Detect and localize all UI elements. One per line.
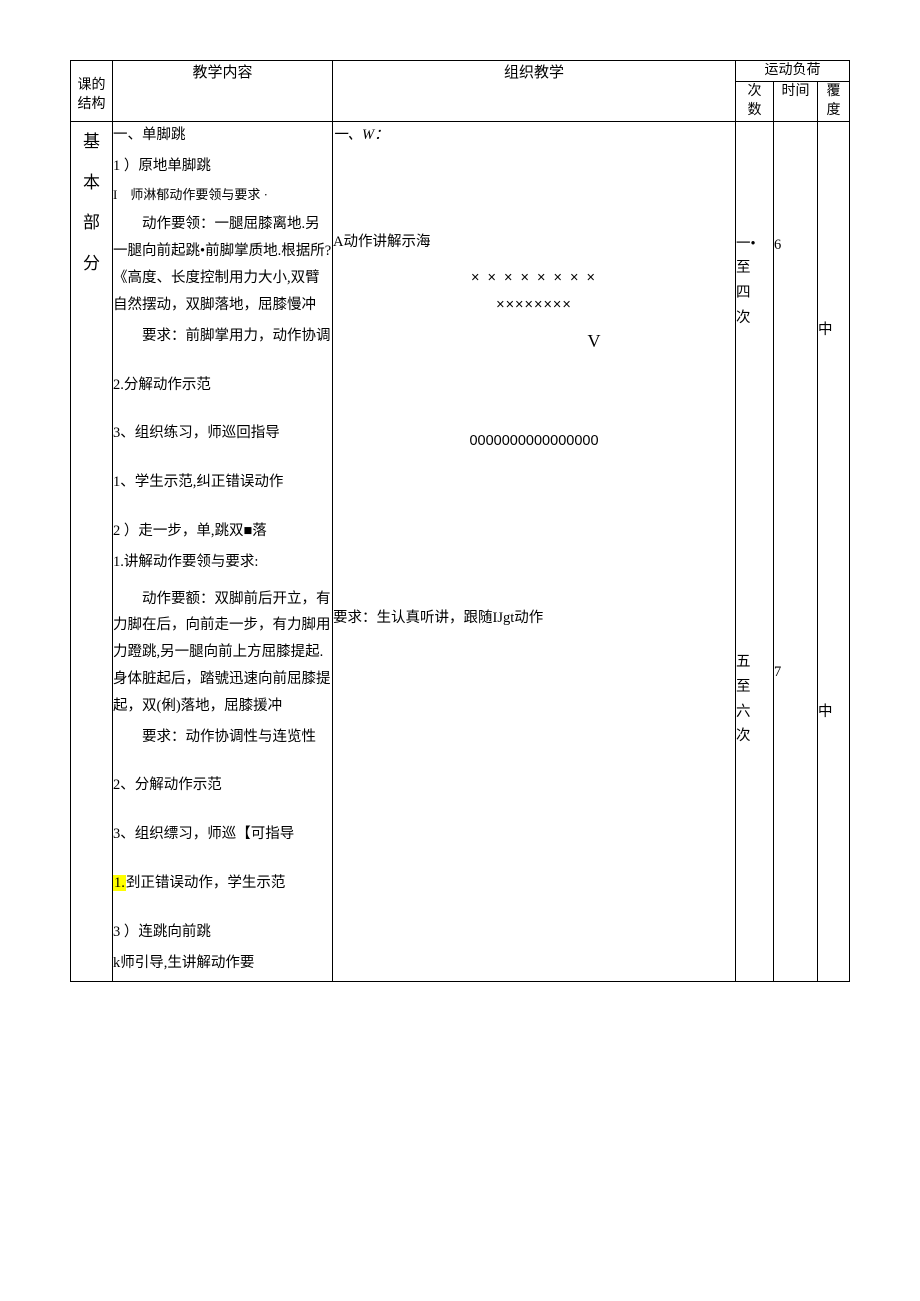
header-content: 教学内容 <box>113 61 333 122</box>
lesson-plan-table: 课的 结构 教学内容 组织教学 运动负荷 次 数 时间 覆 度 基 本 部 分 … <box>70 60 850 982</box>
body-row: 基 本 部 分 一、单脚跳 1 ）原地单脚跳 I 师淋郁动作要领与要求 · 动作… <box>71 121 850 981</box>
s1-1-line: I 师淋郁动作要领与要求 · <box>113 183 332 207</box>
s1-1-req-text: 前脚掌用力，动作协调 <box>186 328 331 344</box>
s1-1: 1 ）原地单脚跳 <box>113 153 332 180</box>
count-block1: 一• 至 四 次 <box>736 232 773 331</box>
count-block2: 五 至 六 次 <box>736 650 773 749</box>
org-req2: 要求：生认真听讲，跟随IJgt动作 <box>333 605 735 632</box>
s2-1-line: 1.讲解动作要领与要求: <box>113 549 332 576</box>
org-line1: 一、W： <box>333 122 735 149</box>
s2-4-highlight: 1. <box>113 875 126 891</box>
s2-1-req-label: 要求： <box>142 729 186 745</box>
s1-3: 3、组织练习，师巡回指导 <box>113 420 332 447</box>
header-load: 运动负荷 <box>736 61 850 82</box>
degree-block2: 中 <box>818 699 849 726</box>
s2-1-req: 要求：动作协调性与连览性 <box>113 724 332 751</box>
s2-2: 2、分解动作示范 <box>113 772 332 799</box>
s2-1-req-text: 动作协调性与连览性 <box>186 729 317 745</box>
s1-1-req: 要求：前脚掌用力，动作协调 <box>113 323 332 350</box>
s1-4: 1、学生示范,纠正错误动作 <box>113 469 332 496</box>
s1-title: 一、单脚跳 <box>113 122 332 149</box>
s3-1: 3 ）连跳向前跳 <box>113 919 332 946</box>
s1-1-yaoling: 动作要领：一腿屈膝离地.另一腿向前起跳•前脚掌质地.根据所?《高度、长度控制用力… <box>113 211 332 318</box>
organization-cell: 一、W： A动作讲解示海 × × × × × × × × ×××××××× V … <box>333 121 736 981</box>
s2-4-rest: 刭正错误动作，学生示范 <box>126 875 286 891</box>
structure-label: 基 本 部 分 <box>71 121 113 981</box>
s2-3: 3、组织缥习，师巡【可指导 <box>113 821 332 848</box>
degree-block1: 中 <box>818 317 849 344</box>
header-row-1: 课的 结构 教学内容 组织教学 运动负荷 <box>71 61 850 82</box>
header-degree: 覆 度 <box>818 81 850 121</box>
s3-2: k师引导,生讲解动作要 <box>113 950 332 977</box>
s2-1-yaoling: 动作要额：双脚前后开立，有力脚在后，向前走一步，有力脚用力蹬跳,另一腿向前上方屈… <box>113 586 332 720</box>
s1-2: 2.分解动作示范 <box>113 372 332 399</box>
org-vchar: V <box>333 325 735 358</box>
teaching-content-cell: 一、单脚跳 1 ）原地单脚跳 I 师淋郁动作要领与要求 · 动作要领：一腿屈膝离… <box>113 121 333 981</box>
header-count: 次 数 <box>736 81 774 121</box>
degree-cell: 中 中 <box>818 121 850 981</box>
s1-1-req-label: 要求： <box>142 328 186 344</box>
org-xrow1: × × × × × × × × <box>333 265 735 292</box>
org-line2: A动作讲解示海 <box>333 229 735 256</box>
time-cell: 6 7 <box>774 121 818 981</box>
s2-1-yl-label: 动作要额： <box>142 591 215 607</box>
org-xrow2: ×××××××× <box>333 292 735 319</box>
org-orow: 0000000000000000 <box>333 428 735 455</box>
s1-1-yl-label: 动作要领： <box>142 216 215 232</box>
header-organization: 组织教学 <box>333 61 736 122</box>
s2-1: 2 ）走一步，单,跳双■落 <box>113 518 332 545</box>
header-time: 时间 <box>774 81 818 121</box>
count-cell: 一• 至 四 次 五 至 六 次 <box>736 121 774 981</box>
header-structure: 课的 结构 <box>71 61 113 122</box>
s2-4: 1.刭正错误动作，学生示范 <box>113 870 332 897</box>
time-block1: 6 <box>774 232 817 259</box>
time-block2: 7 <box>774 659 817 686</box>
